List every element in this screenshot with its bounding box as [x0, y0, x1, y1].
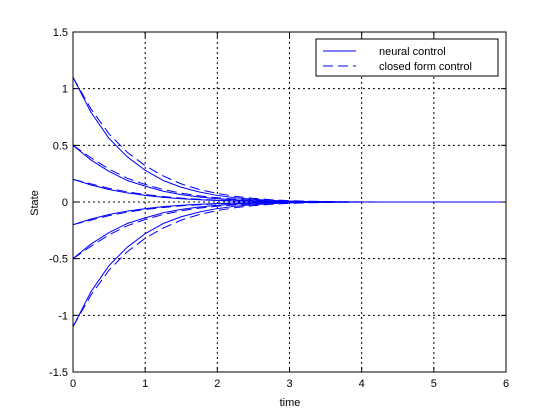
y-tick-label: 1	[62, 84, 68, 96]
series-layer	[72, 77, 506, 327]
x-tick-label: 1	[142, 378, 148, 390]
legend-label-neural-control: neural control	[379, 46, 446, 58]
x-tick-label: 4	[359, 378, 365, 390]
x-tick-label: 5	[431, 378, 437, 390]
y-tick-label: 0.5	[53, 140, 68, 152]
y-tick-label: -1	[58, 310, 68, 322]
x-tick-label: 3	[286, 378, 292, 390]
tick-labels: 0 1 2 3 4 5 6 -1.5 -1 -0.5 0 0.5 1 1.5	[49, 27, 509, 390]
closed-form-control-line-11	[72, 201, 506, 327]
y-axis-label: State	[29, 190, 41, 216]
closed-form-control-line-8	[72, 178, 506, 203]
legend-label-closed-form-control: closed form control	[379, 61, 472, 73]
axis-ticks	[72, 31, 507, 373]
x-axis-label: time	[280, 397, 301, 409]
y-tick-label: 0	[62, 197, 68, 209]
legend-box	[315, 38, 499, 77]
closed-form-control-line-9	[72, 201, 506, 226]
y-tick-label: -1.5	[49, 367, 68, 379]
x-tick-label: 6	[503, 378, 509, 390]
y-tick-label: -0.5	[49, 254, 68, 266]
x-tick-label: 2	[214, 378, 220, 390]
legend: neural control closed form control	[315, 38, 499, 77]
y-tick-label: 1.5	[53, 27, 68, 39]
x-tick-label: 0	[70, 378, 76, 390]
